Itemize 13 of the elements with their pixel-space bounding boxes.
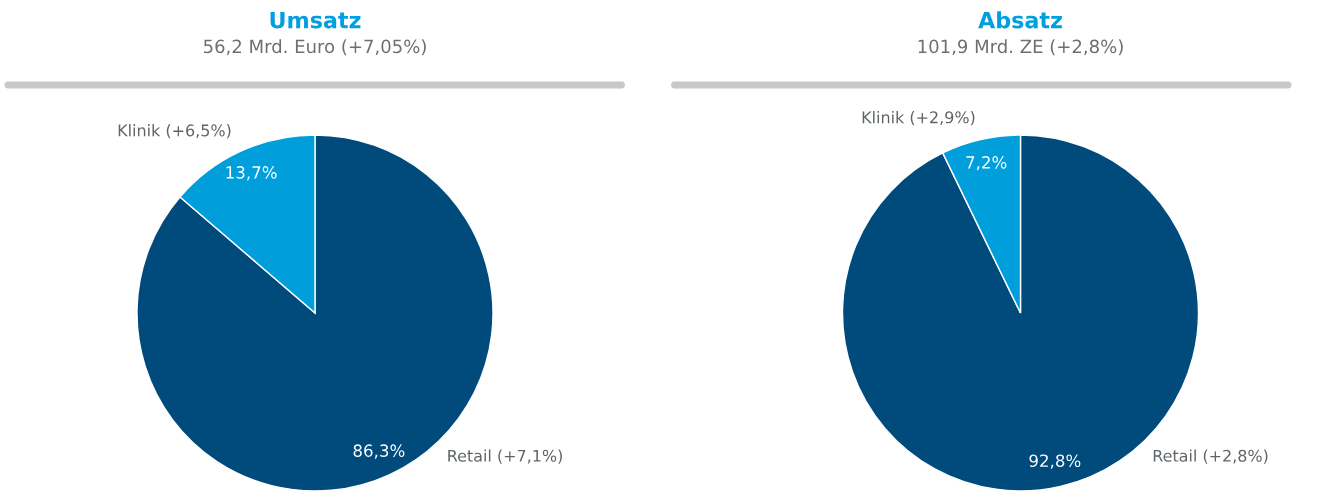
data-label: 13,7% — [226, 166, 277, 181]
chart-subtitle: 56,2 Mrd. Euro (+7,05%) — [204, 39, 426, 56]
slice-label: Retail (+7,1%) — [448, 449, 562, 464]
slice-label: Klinik (+2,9%) — [862, 110, 975, 126]
chart-title: Absatz — [978, 11, 1062, 29]
chart-title: Umsatz — [270, 11, 361, 29]
data-label: 86,3% — [353, 444, 405, 459]
data-label: 92,8% — [1029, 454, 1081, 469]
pie-slice — [841, 134, 1200, 492]
slice-label: Retail (+2,8%) — [1153, 449, 1268, 464]
chart-subtitle: 101,9 Mrd. ZE (+2,8%) — [918, 39, 1123, 56]
data-label: 7,2% — [966, 156, 1007, 171]
slice-label: Klinik (+6,5%) — [118, 124, 231, 139]
